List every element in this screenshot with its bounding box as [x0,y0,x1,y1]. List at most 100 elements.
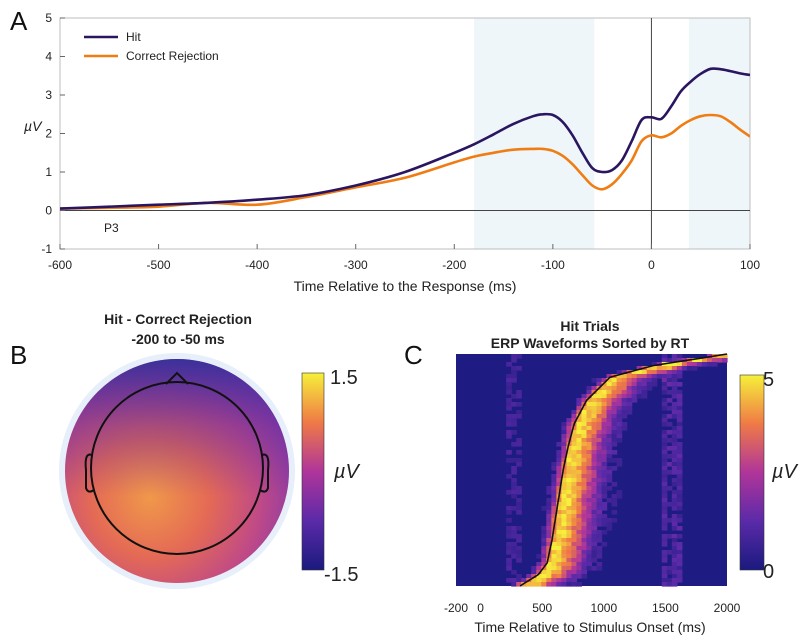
erp-cell [606,466,613,471]
erp-cell [671,406,678,411]
erp-cell [671,366,678,371]
erp-cell [586,402,593,407]
erp-cell [556,542,562,547]
panel-label-b: B [10,340,27,370]
erp-cell [581,458,588,463]
erp-cell [561,578,568,583]
erp-cell [586,474,593,479]
erp-cell [616,462,623,467]
erp-cell [596,510,603,515]
erp-cell [676,454,683,459]
erp-cell [681,362,688,367]
erp-cell [511,370,517,375]
erp-cell [506,490,512,495]
erp-cell [566,558,573,563]
erp-cell [676,398,683,403]
erp-cell [586,482,593,487]
erp-cell [611,458,618,463]
erp-cell [666,518,673,523]
erp-cell [601,478,608,483]
panel-label-a: A [10,6,28,36]
erp-cell [641,382,648,387]
erp-cell [671,462,678,467]
erp-cell [591,410,598,415]
erp-cell [671,558,678,563]
colorbar-b-max: 1.5 [330,367,358,389]
erp-cell [561,482,568,487]
erp-cell [516,526,522,531]
erp-cell [596,378,603,383]
erp-cell [556,538,562,543]
erp-cell [631,370,638,375]
erp-cell [671,378,678,383]
erp-cell [561,474,568,479]
erp-cell [561,514,568,519]
erp-cell [671,570,678,575]
erp-cell [661,382,668,387]
erp-cell [666,550,673,555]
erp-cell [676,418,683,423]
erp-cell [516,490,522,495]
erp-cell [556,582,562,587]
erp-cell [576,506,583,511]
erp-cell [571,474,578,479]
erp-cell [561,570,568,575]
erp-cell [516,414,522,419]
erp-cell [586,454,593,459]
erp-cell [651,362,658,367]
erp-cell [661,366,668,371]
erp-cell [611,438,618,443]
erp-cell [641,370,648,375]
erp-cell [616,398,623,403]
erp-cell [571,534,578,539]
erp-cell [671,446,678,451]
erp-cell [591,446,598,451]
erp-cell [506,542,512,547]
topomap-subtitle: -200 to -50 ms [131,331,225,347]
erp-cell [561,430,568,435]
erp-cell [601,486,608,491]
erp-cell [586,546,593,551]
erp-cell [661,490,668,495]
erp-cell [576,398,583,403]
erp-cell [671,546,678,551]
erp-cell [616,378,623,383]
erp-cell [551,466,557,471]
erp-cell [661,486,668,491]
erp-cell [666,454,673,459]
erp-cell [606,426,613,431]
erp-cell [621,370,628,375]
erp-cell [511,550,517,555]
erp-cell [581,442,588,447]
erp-cell [596,462,603,467]
erp-cell [666,358,673,363]
erp-cell [556,458,562,463]
erp-cell [661,438,668,443]
erp-cell [611,498,618,503]
erp-cell [661,358,668,363]
erp-cell [676,498,683,503]
x-tick-label: -200 [444,601,468,615]
erp-cell [661,510,668,515]
erp-cell [611,510,618,515]
erp-cell [511,466,517,471]
erp-cell [516,462,522,467]
erp-cell [661,446,668,451]
erp-cell [601,430,608,435]
erp-cell [571,546,578,551]
erp-cell [686,366,693,371]
erp-cell [506,518,512,523]
erp-cell [516,506,522,511]
erp-cell [606,522,613,527]
erp-cell [661,578,668,583]
erp-cell [591,394,598,399]
erp-cell [591,482,598,487]
erp-cell [511,414,517,419]
erp-cell [571,566,578,571]
erp-cell [676,562,683,567]
erp-cell [601,514,608,519]
erp-cell [596,442,603,447]
erp-cell [596,446,603,451]
erp-cell [661,470,668,475]
erp-cell [591,506,598,511]
